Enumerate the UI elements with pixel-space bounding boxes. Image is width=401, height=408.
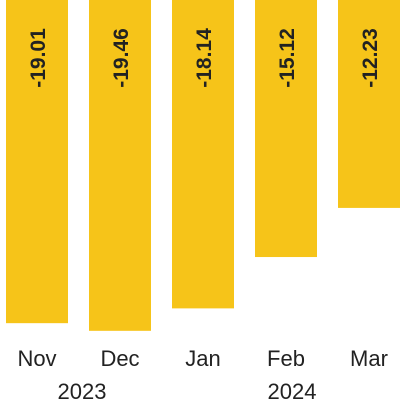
value-label-dec: -19.46	[110, 28, 133, 88]
bar-feb	[255, 0, 317, 258]
bars-layer	[6, 0, 400, 331]
category-label-jan: Jan	[185, 346, 220, 371]
year-labels-layer: 2023 2024	[58, 379, 317, 404]
bar-jan	[172, 0, 234, 309]
value-label-jan: -18.14	[193, 28, 216, 88]
value-label-nov: -19.01	[27, 28, 50, 88]
category-labels-layer: Nov Dec Jan Feb Mar	[17, 346, 388, 371]
category-label-mar: Mar	[350, 346, 388, 371]
year-label-2023: 2023	[58, 379, 107, 404]
bar-dec	[89, 0, 151, 331]
bar-mar	[338, 0, 400, 208]
category-label-nov: Nov	[17, 346, 56, 371]
bar-nov	[6, 0, 68, 324]
value-label-feb: -15.12	[276, 28, 299, 88]
category-label-dec: Dec	[100, 346, 139, 371]
value-label-mar: -12.23	[359, 28, 382, 88]
value-labels-layer: -19.01 -19.46 -18.14 -15.12 -12.23	[27, 28, 382, 88]
year-label-2024: 2024	[268, 379, 317, 404]
category-label-feb: Feb	[267, 346, 305, 371]
